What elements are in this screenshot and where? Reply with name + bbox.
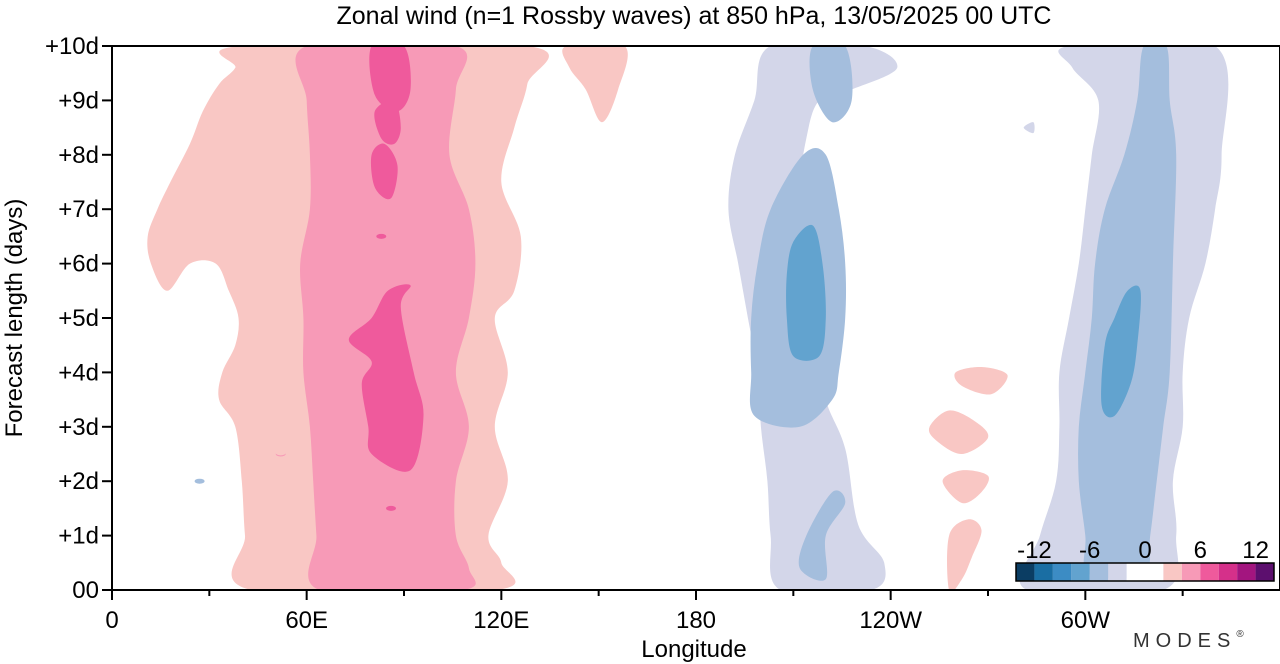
contour-region-minus4-2 <box>798 490 846 581</box>
colorbar-swatch <box>1181 563 1201 581</box>
colorbar-label: -6 <box>1079 537 1100 564</box>
y-tick-label: +5d <box>58 305 99 332</box>
x-axis-title: Longitude <box>641 636 746 663</box>
contour-speckle-4 <box>194 478 205 484</box>
colorbar-swatch <box>1126 563 1164 581</box>
y-tick-label: 00 <box>72 577 99 604</box>
colorbar-legend: -12 -6 0 6 12 <box>1015 537 1275 582</box>
colorbar-swatch <box>1200 563 1219 581</box>
x-tick-label: 180 <box>676 607 716 634</box>
colorbar-swatch <box>1089 563 1109 581</box>
contour-speckle-3 <box>376 233 387 239</box>
y-tick-label: +8d <box>58 142 99 169</box>
contour-region-6-0 <box>369 46 411 112</box>
modes-logo: MODES® <box>1133 629 1250 652</box>
y-tick-label: +9d <box>58 87 99 114</box>
contour-region-6-2 <box>370 143 398 200</box>
x-tick-label: 0 <box>105 607 118 634</box>
chart-title: Zonal wind (n=1 Rossby waves) at 850 hPa… <box>337 2 1052 30</box>
y-tick-label: +1d <box>58 523 99 550</box>
contour-region-2-1 <box>562 46 628 123</box>
y-tick-label: +10d <box>45 33 99 60</box>
x-tick-label: 120E <box>473 607 529 634</box>
colorbar-label: 6 <box>1194 537 1207 564</box>
x-tick-label: 60E <box>285 607 328 634</box>
colorbar-swatch <box>1108 563 1127 581</box>
y-tick-label: +7d <box>58 196 99 223</box>
y-tick-label: +3d <box>58 414 99 441</box>
x-axis: 0 60E 120E 180 120W 60W <box>105 590 1184 634</box>
contour-region-2-3 <box>928 410 989 455</box>
contour-region-minus6-1 <box>1101 285 1141 418</box>
contour-fills <box>147 46 1229 590</box>
y-axis-title: Forecast length (days) <box>1 199 28 438</box>
contour-region-minus6-0 <box>786 224 826 361</box>
colorbar-frame <box>1015 562 1275 582</box>
colorbar-label: 0 <box>1138 537 1151 564</box>
colorbar-swatch <box>1237 563 1256 581</box>
contour-region-minus2-2 <box>1023 122 1035 134</box>
contour-speckle-2 <box>386 505 397 511</box>
contour-region-2-2 <box>954 366 1008 395</box>
contour-region-2-5 <box>947 519 982 590</box>
colorbar-swatch <box>1034 563 1053 581</box>
colorbar-swatch <box>1255 563 1274 581</box>
y-tick-label: +2d <box>58 468 99 495</box>
colorbar-label: -12 <box>1017 537 1052 564</box>
x-tick-label: 120W <box>859 607 922 634</box>
contour-region-minus4-0 <box>809 46 853 123</box>
colorbar-swatch <box>1071 563 1090 581</box>
colorbar-label: 12 <box>1242 537 1269 564</box>
contour-region-6-1 <box>374 99 401 145</box>
y-axis: 00 +1d +2d +3d +4d +5d +6d +7d +8d +9d +10d <box>45 33 112 604</box>
colorbar-swatch <box>1052 563 1072 581</box>
contour-region-2-4 <box>942 470 989 504</box>
x-tick-label: 60W <box>1061 607 1111 634</box>
contour-speckle-1 <box>275 450 286 456</box>
modes-logo-text: MODES <box>1133 630 1236 652</box>
registered-mark: ® <box>1236 629 1249 640</box>
colorbar-swatch <box>1163 563 1182 581</box>
contour-region-6-3 <box>348 284 424 472</box>
y-tick-label: +4d <box>58 359 99 386</box>
colorbar-swatch <box>1016 563 1035 581</box>
y-tick-label: +6d <box>58 251 99 278</box>
colorbar-swatch <box>1218 563 1238 581</box>
